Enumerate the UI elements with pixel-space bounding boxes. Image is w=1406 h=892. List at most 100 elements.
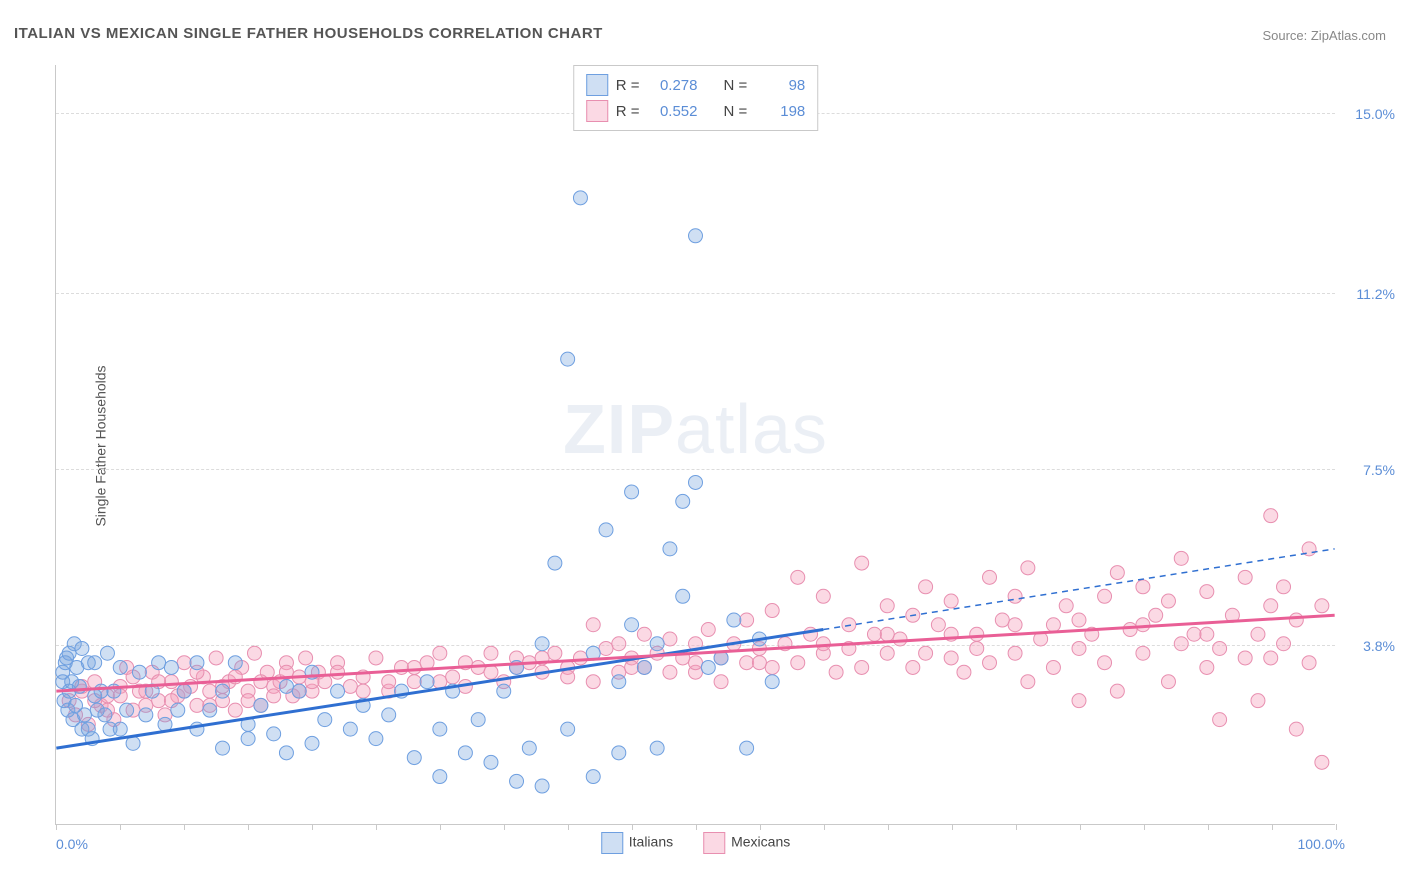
scatter-point: [1174, 637, 1188, 651]
scatter-point: [931, 618, 945, 632]
scatter-point: [209, 651, 223, 665]
scatter-point: [407, 751, 421, 765]
scatter-point: [433, 770, 447, 784]
scatter-point: [177, 656, 191, 670]
scatter-point: [241, 732, 255, 746]
scatter-point: [701, 623, 715, 637]
scatter-point: [1161, 594, 1175, 608]
scatter-point: [893, 632, 907, 646]
x-tick: [56, 824, 57, 830]
scatter-point: [1110, 566, 1124, 580]
scatter-point: [637, 660, 651, 674]
scatter-point: [331, 684, 345, 698]
scatter-point: [765, 660, 779, 674]
scatter-point: [484, 665, 498, 679]
scatter-point: [1200, 585, 1214, 599]
scatter-point: [548, 556, 562, 570]
x-tick: [632, 824, 633, 830]
scatter-point: [299, 651, 313, 665]
scatter-point: [190, 656, 204, 670]
x-tick: [1144, 824, 1145, 830]
scatter-point: [1098, 656, 1112, 670]
scatter-point: [407, 675, 421, 689]
scatter-point: [216, 684, 230, 698]
scatter-point: [88, 656, 102, 670]
scatter-point: [113, 660, 127, 674]
scatter-point: [382, 708, 396, 722]
x-tick: [440, 824, 441, 830]
scatter-point: [190, 698, 204, 712]
scatter-point: [369, 732, 383, 746]
stats-legend-box: R = 0.278 N = 98 R = 0.552 N = 198: [573, 65, 819, 131]
scatter-point: [791, 656, 805, 670]
scatter-point: [855, 556, 869, 570]
scatter-point: [663, 632, 677, 646]
scatter-point: [650, 637, 664, 651]
legend-swatch-mexicans: [703, 832, 725, 854]
scatter-point: [1072, 613, 1086, 627]
scatter-point: [1059, 599, 1073, 613]
scatter-point: [983, 656, 997, 670]
y-tick-label: 7.5%: [1363, 462, 1395, 478]
stats-row-mexicans: R = 0.552 N = 198: [586, 98, 806, 124]
scatter-point: [1072, 641, 1086, 655]
scatter-point: [164, 675, 178, 689]
scatter-point: [1264, 509, 1278, 523]
y-tick-label: 11.2%: [1356, 286, 1395, 302]
scatter-point: [471, 713, 485, 727]
x-tick: [1272, 824, 1273, 830]
scatter-point: [1251, 627, 1265, 641]
scatter-point: [650, 741, 664, 755]
legend-swatch-italians: [601, 832, 623, 854]
scatter-point: [1008, 646, 1022, 660]
scatter-point: [177, 684, 191, 698]
scatter-point: [689, 656, 703, 670]
stats-r-value-italians: 0.278: [648, 77, 698, 94]
scatter-point: [216, 741, 230, 755]
scatter-point: [689, 229, 703, 243]
x-tick: [120, 824, 121, 830]
scatter-point: [676, 494, 690, 508]
scatter-point: [676, 589, 690, 603]
legend-label-mexicans: Mexicans: [731, 834, 790, 850]
scatter-point: [1123, 623, 1137, 637]
x-axis-label-min: 0.0%: [56, 836, 88, 852]
scatter-point: [1098, 589, 1112, 603]
scatter-point: [765, 675, 779, 689]
scatter-point: [573, 191, 587, 205]
scatter-point: [120, 703, 134, 717]
scatter-point: [586, 770, 600, 784]
chart-plot-area: R = 0.278 N = 98 R = 0.552 N = 198 15.0%…: [55, 65, 1335, 825]
scatter-point: [663, 665, 677, 679]
scatter-point: [714, 675, 728, 689]
x-tick: [312, 824, 313, 830]
scatter-point: [1072, 694, 1086, 708]
scatter-point: [203, 703, 217, 717]
scatter-point: [880, 646, 894, 660]
scatter-point: [484, 646, 498, 660]
source-link[interactable]: ZipAtlas.com: [1311, 28, 1386, 43]
scatter-point: [1136, 618, 1150, 632]
scatter-point: [548, 646, 562, 660]
scatter-point: [867, 627, 881, 641]
scatter-point: [727, 613, 741, 627]
scatter-point: [752, 656, 766, 670]
scatter-point: [446, 670, 460, 684]
source-attribution: Source: ZipAtlas.com: [1262, 28, 1386, 43]
y-tick-label: 15.0%: [1355, 106, 1395, 122]
scatter-point: [880, 599, 894, 613]
y-tick-label: 3.8%: [1363, 638, 1395, 654]
scatter-point: [484, 755, 498, 769]
scatter-point: [203, 684, 217, 698]
scatter-point: [1238, 651, 1252, 665]
scatter-point: [279, 746, 293, 760]
scatter-point: [152, 656, 166, 670]
scatter-point: [599, 523, 613, 537]
stats-r-value-mexicans: 0.552: [648, 103, 698, 120]
scatter-point: [241, 694, 255, 708]
legend-bottom: Italians Mexicans: [601, 832, 791, 854]
scatter-point: [919, 646, 933, 660]
scatter-point: [343, 722, 357, 736]
scatter-point: [228, 703, 242, 717]
scatter-point: [267, 727, 281, 741]
